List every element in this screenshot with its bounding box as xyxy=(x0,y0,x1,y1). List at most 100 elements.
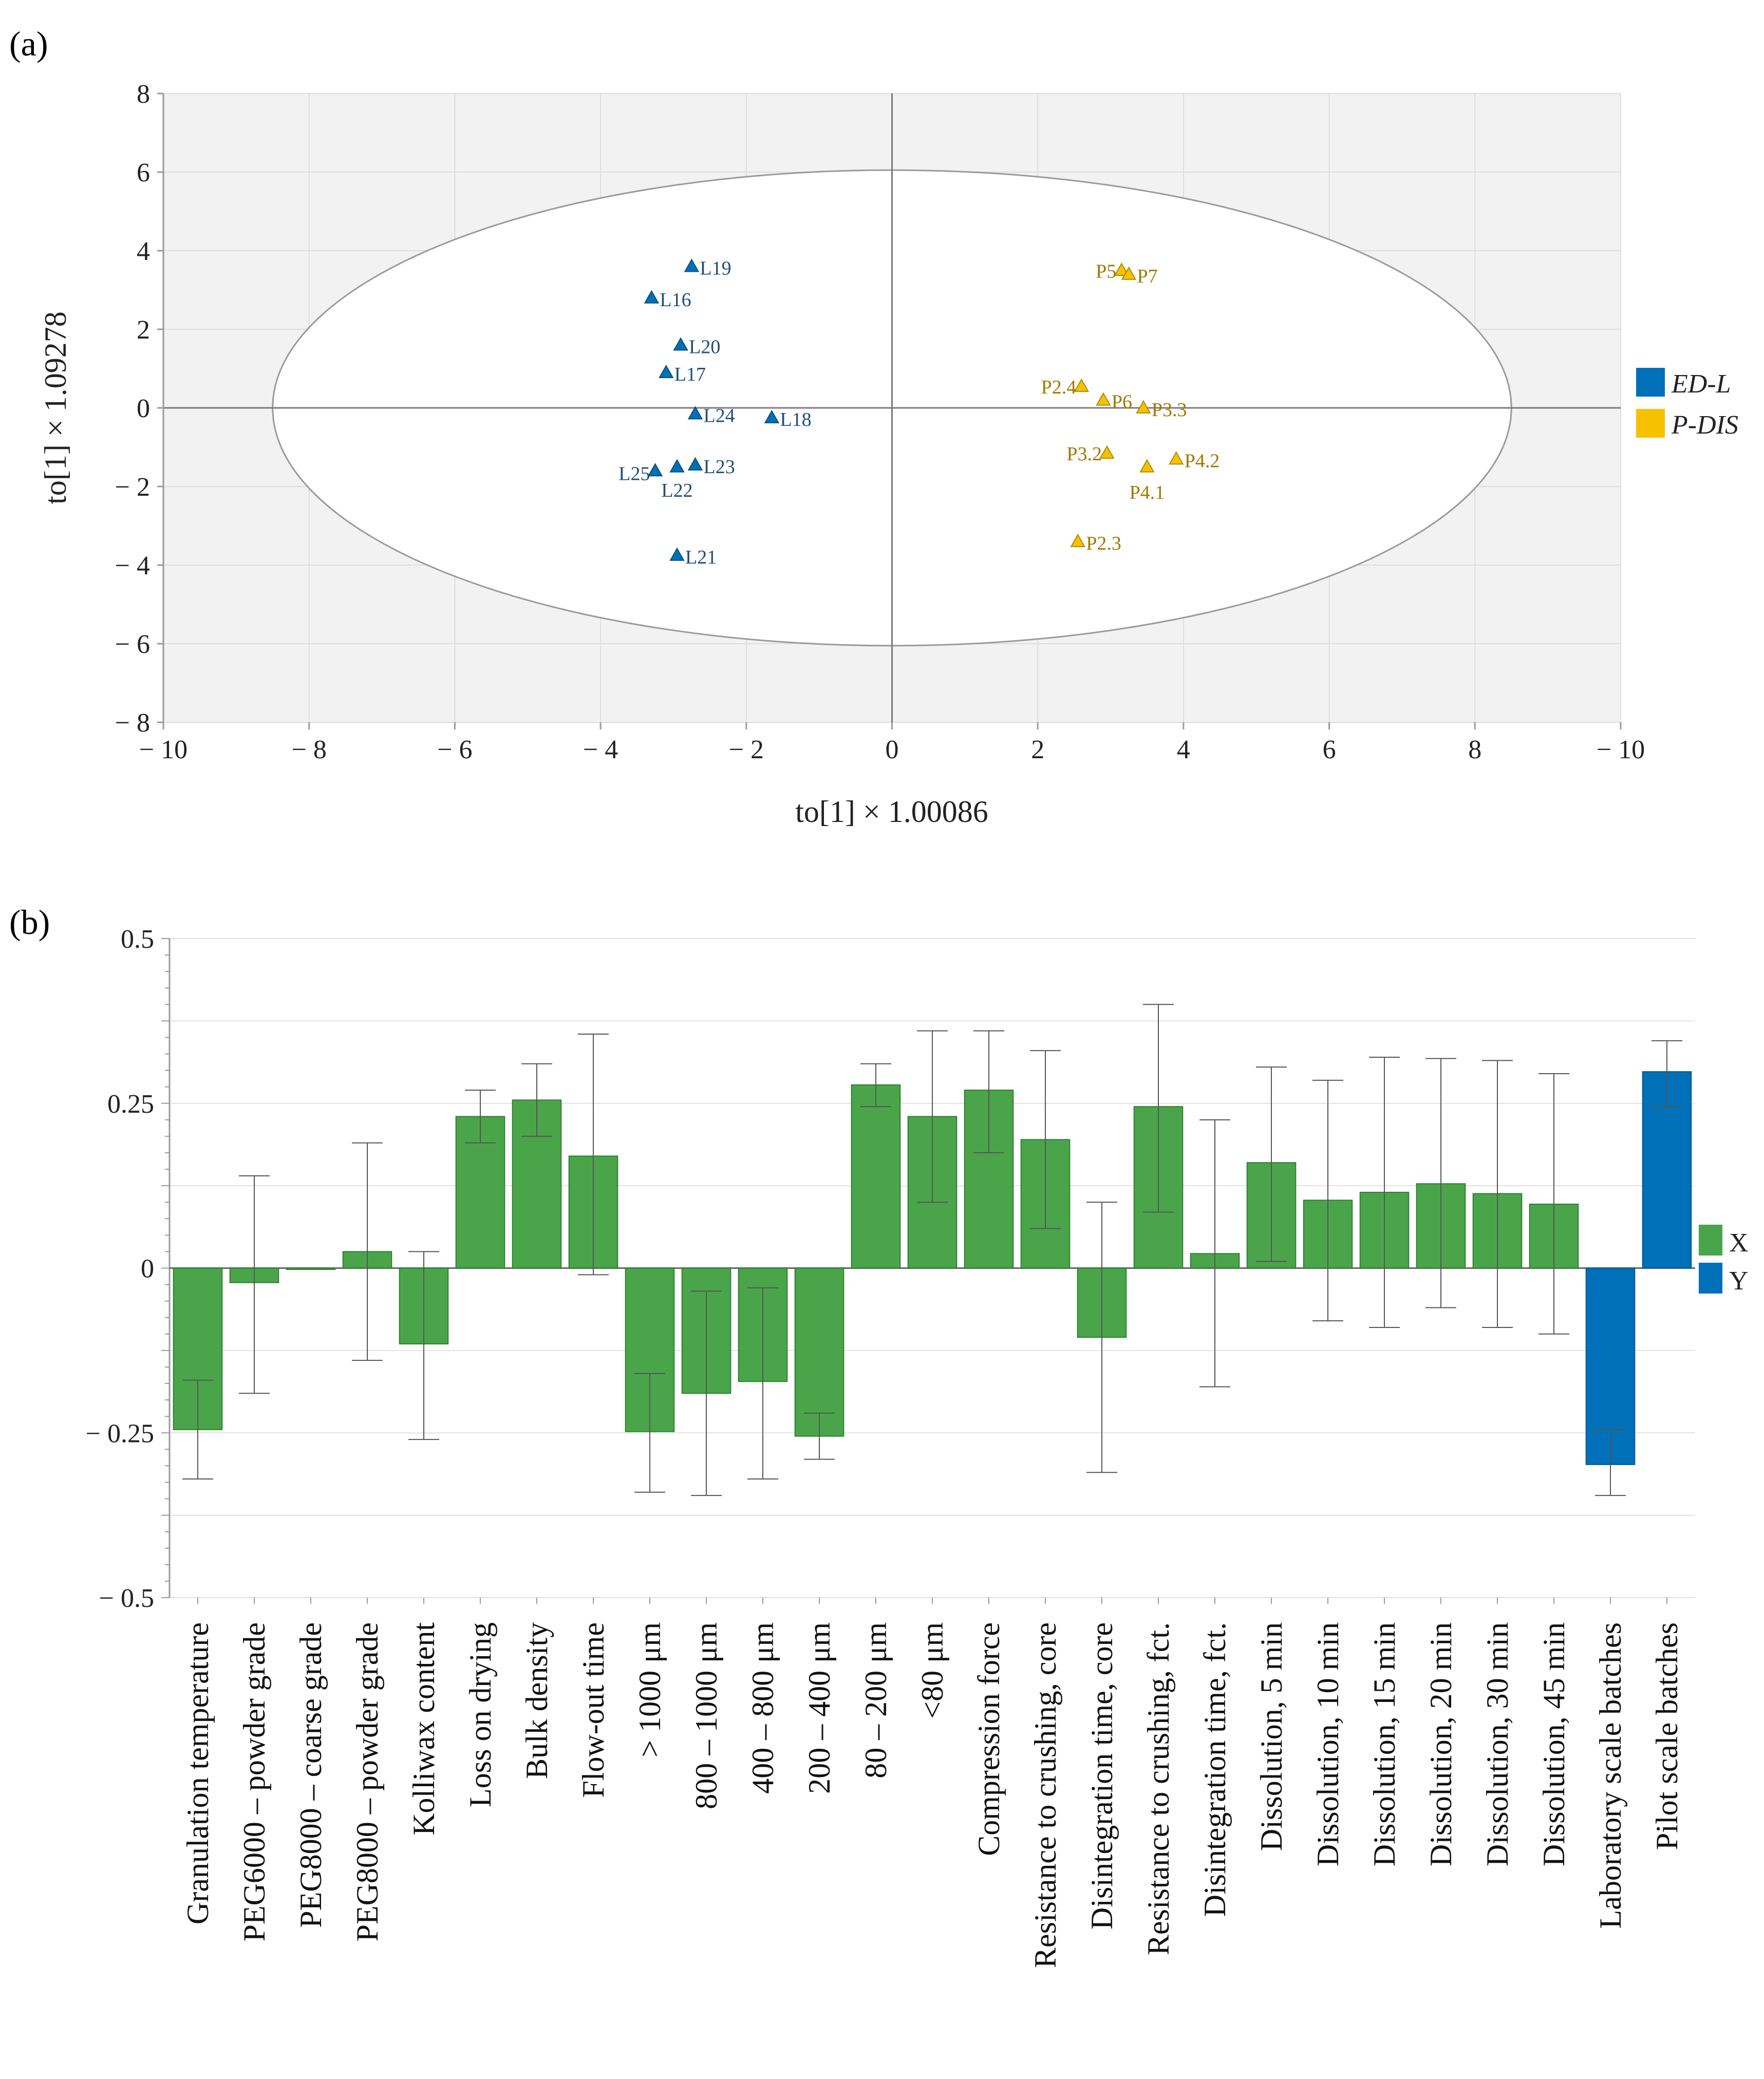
scatter-point-marker xyxy=(1099,445,1115,459)
scatter-y-tick-label: − 6 xyxy=(115,630,150,659)
scatter-point-label: P3.2 xyxy=(1066,443,1102,465)
panel-b-label: (b) xyxy=(9,903,50,942)
scatter-point-marker xyxy=(687,457,703,471)
bar xyxy=(173,1267,223,1430)
legend-label-x: X xyxy=(1729,1228,1749,1258)
scatter-point-label: P4.1 xyxy=(1130,482,1165,503)
scatter-x-tick-label: 4 xyxy=(1177,735,1190,764)
scatter-x-ticks: − 10 − 8 − 6 − 4 − 2 0 2 4 6 8 − 10 xyxy=(139,722,1645,764)
scatter-point-label: L16 xyxy=(660,289,691,311)
scatter-point-label: P4.2 xyxy=(1185,450,1220,472)
scatter-point-marker xyxy=(1074,378,1090,392)
scatter-x-tick-label: − 6 xyxy=(437,735,472,764)
bar-category-label: Dissolution, 15 min xyxy=(1367,1622,1401,1866)
bar xyxy=(851,1084,901,1269)
legend-swatch-x xyxy=(1699,1225,1722,1256)
scatter-y-tick-label: − 4 xyxy=(115,551,150,580)
scatter-legend: ED-L P-DIS xyxy=(1636,368,1738,440)
scatter-point-label: L17 xyxy=(674,364,706,385)
scatter-point-marker xyxy=(1114,263,1130,276)
legend-swatch-ed-l xyxy=(1636,368,1665,397)
scatter-point-label: L19 xyxy=(700,258,731,279)
scatter-point-label: L20 xyxy=(689,336,720,358)
bar-category-label: Flow-out time xyxy=(576,1622,610,1798)
scatter-point-label: P6 xyxy=(1112,391,1132,413)
bar-y-tick-label: 0.25 xyxy=(107,1090,154,1119)
scatter-point-marker xyxy=(1136,400,1151,414)
scatter-x-tick-label: 0 xyxy=(886,735,899,764)
scatter-y-tick-label: 0 xyxy=(137,394,150,423)
bar-y-tick-label: − 0.5 xyxy=(99,1584,154,1613)
bar-category-label: Dissolution, 45 min xyxy=(1537,1622,1571,1866)
scatter-x-tick-label: − 4 xyxy=(583,735,618,764)
scatter-point-marker xyxy=(669,459,685,473)
legend-label-ed-l: ED-L xyxy=(1671,369,1731,399)
scatter-point-marker xyxy=(684,258,700,272)
scatter-x-tick-label: − 2 xyxy=(729,735,764,764)
scatter-point-marker xyxy=(687,406,703,420)
bar xyxy=(794,1267,845,1437)
legend-label-p-dis: P-DIS xyxy=(1671,410,1738,440)
bar-y-tick-label: − 0.25 xyxy=(86,1419,154,1448)
scatter-x-tick-label: − 10 xyxy=(1597,735,1645,764)
scatter-point-marker xyxy=(764,409,780,424)
bar-category-label: PEG8000 – powder grade xyxy=(350,1622,384,1942)
category-labels: Granulation temperature PEG6000 – powder … xyxy=(181,1598,1684,1968)
scatter-point-marker xyxy=(1096,392,1111,406)
bar-y-tick-label: 0.5 xyxy=(121,925,154,954)
bar xyxy=(286,1267,336,1270)
scatter-point-label: P5 xyxy=(1096,260,1116,282)
error-bars xyxy=(182,1004,1682,1496)
bar-category-label: Compression force xyxy=(972,1622,1006,1856)
scatter-x-axis-title: to[1] × 1.00086 xyxy=(795,795,988,829)
scatter-y-tick-label: − 8 xyxy=(115,708,150,738)
scatter-y-axis-title: to[1] × 1.09278 xyxy=(39,311,72,504)
scatter-y-tick-label: 6 xyxy=(137,158,150,188)
bar-category-label: 80 – 200 μm xyxy=(859,1622,893,1778)
bar-category-label: Pilot scale batches xyxy=(1650,1622,1684,1850)
scatter-point-label: L24 xyxy=(704,405,735,426)
bar-category-label: PEG8000 – coarse grade xyxy=(294,1622,328,1928)
panel-a-label: (a) xyxy=(9,24,48,63)
bar-category-label: <80 μm xyxy=(915,1622,949,1719)
bar-chart: − 0.5 − 0.25 0 0.25 0.5 Granulation temperat… xyxy=(86,925,1695,1968)
legend-swatch-y xyxy=(1699,1263,1722,1294)
scatter-x-tick-label: 6 xyxy=(1323,735,1336,764)
bar-category-label: Dissolution, 30 min xyxy=(1480,1622,1514,1866)
bar-category-label: 800 – 1000 μm xyxy=(689,1622,723,1809)
bar-category-label: Resistance to crushing, fct. xyxy=(1141,1622,1175,1955)
scatter-point-marker xyxy=(1070,533,1085,547)
bar-category-label: 400 – 800 μm xyxy=(746,1622,780,1794)
bar-category-label: Disintegration time, core xyxy=(1085,1622,1119,1930)
bar-category-label: PEG6000 – powder grade xyxy=(237,1622,271,1942)
scatter-point-marker xyxy=(673,337,688,351)
bar-category-label: Kolliwax content xyxy=(407,1622,441,1835)
scatter-point-marker xyxy=(1121,266,1137,280)
scatter-point-label: L21 xyxy=(685,547,717,568)
scatter-point-marker xyxy=(1139,459,1155,473)
bar-y-ticks: − 0.5 − 0.25 0 0.25 0.5 xyxy=(86,925,154,1613)
legend-swatch-p-dis xyxy=(1636,409,1665,438)
scatter-point-label: P3.3 xyxy=(1152,399,1187,421)
scatter-x-tick-label: − 10 xyxy=(139,735,187,764)
scatter-point-marker xyxy=(659,364,674,379)
scatter-x-tick-label: − 8 xyxy=(292,735,327,764)
bar-category-label: Dissolution, 10 min xyxy=(1311,1622,1345,1866)
scatter-x-tick-label: 2 xyxy=(1031,735,1044,764)
bar-y-tick-label: 0 xyxy=(141,1254,154,1284)
scatter-point-label: L22 xyxy=(661,480,692,501)
bar-category-label: Resistance to crushing, core xyxy=(1028,1622,1062,1968)
scatter-point-label: P7 xyxy=(1137,266,1158,287)
scatter-y-tick-label: 8 xyxy=(137,80,150,109)
bar-category-label: 200 – 400 μm xyxy=(802,1622,836,1794)
scatter-point-marker xyxy=(1169,451,1184,465)
bar-category-label: Granulation temperature xyxy=(181,1622,215,1924)
scatter-y-ticks: − 8 − 6 − 4 − 2 0 2 4 6 8 xyxy=(115,80,163,738)
scatter-point-label: L25 xyxy=(618,463,650,484)
scatter-x-tick-label: 8 xyxy=(1468,735,1481,764)
scatter-y-tick-label: − 2 xyxy=(115,473,150,502)
bar-category-label: > 1000 μm xyxy=(633,1622,667,1757)
scatter-point-marker xyxy=(647,463,663,477)
scatter-point-label: P2.3 xyxy=(1086,533,1121,554)
